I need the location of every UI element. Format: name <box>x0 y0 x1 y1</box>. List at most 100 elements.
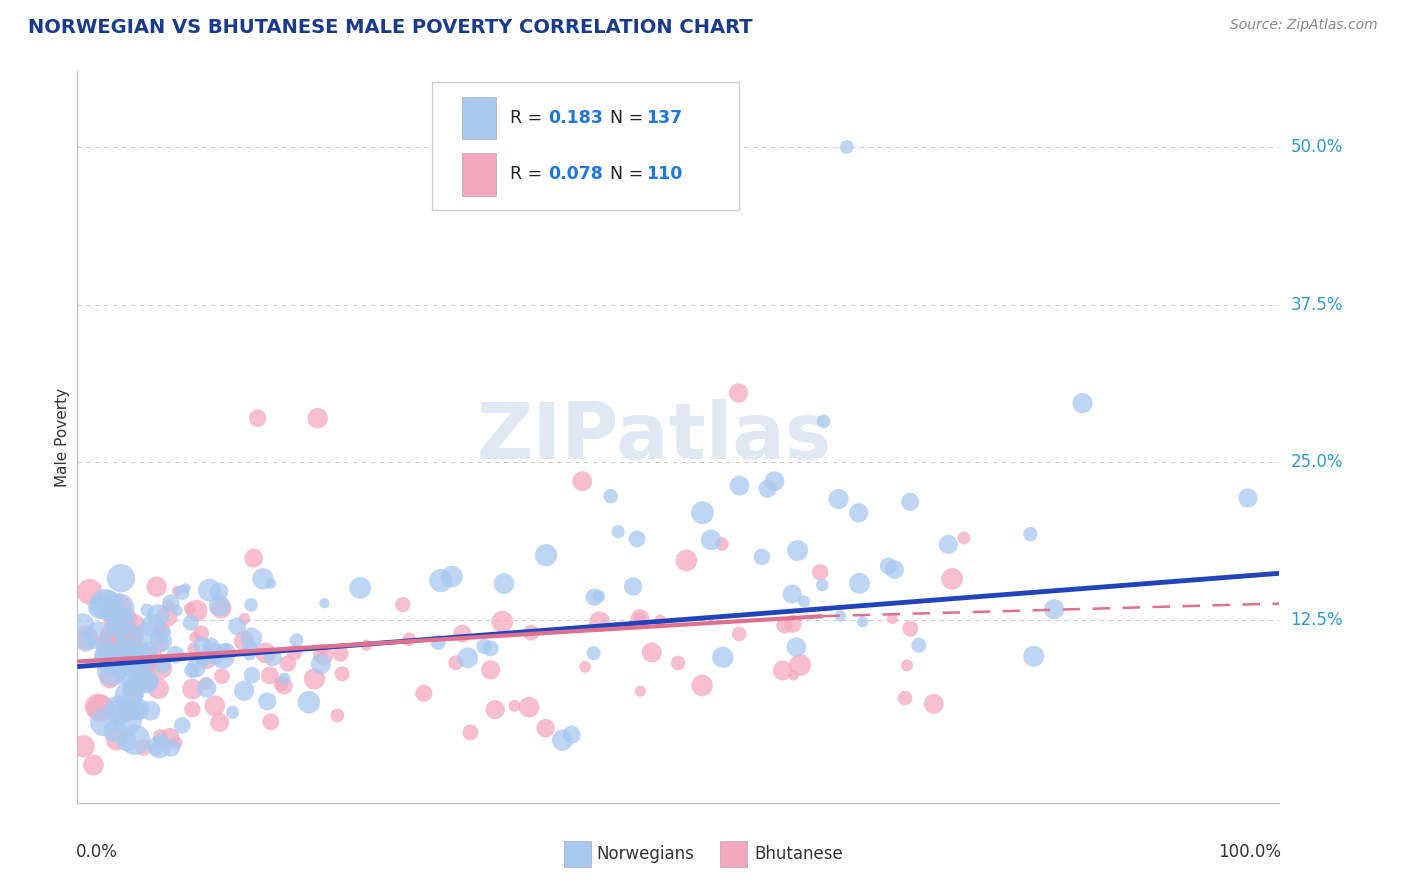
Point <box>215 644 238 658</box>
Point <box>479 641 502 656</box>
Point <box>122 651 145 665</box>
Bar <box>463 153 496 195</box>
Point <box>628 684 651 698</box>
Point <box>165 736 187 750</box>
Point <box>262 650 284 665</box>
Point <box>534 548 557 562</box>
Point <box>209 601 232 615</box>
Point <box>283 646 305 660</box>
Point <box>166 584 188 599</box>
Point <box>898 622 921 636</box>
Point <box>150 624 173 639</box>
Point <box>120 629 142 643</box>
Point <box>330 666 353 681</box>
Point <box>503 698 526 713</box>
Y-axis label: Male Poverty: Male Poverty <box>55 387 70 487</box>
FancyBboxPatch shape <box>432 82 738 211</box>
Point <box>492 576 515 591</box>
Point <box>254 646 277 660</box>
Point <box>149 637 172 651</box>
Bar <box>720 841 747 867</box>
Point <box>233 612 256 626</box>
Point <box>112 643 135 657</box>
Point <box>160 740 183 755</box>
Point <box>763 474 786 488</box>
Point <box>936 537 959 551</box>
Point <box>150 634 173 648</box>
Point <box>186 604 208 618</box>
Point <box>138 673 160 688</box>
Point <box>571 474 593 488</box>
Point <box>190 653 212 667</box>
Point <box>103 611 125 625</box>
Point <box>195 681 218 695</box>
Text: 12.5%: 12.5% <box>1291 611 1343 629</box>
Point <box>157 599 180 613</box>
Text: N =: N = <box>610 109 648 128</box>
Point <box>772 664 794 678</box>
Point <box>195 652 218 666</box>
Point <box>108 704 131 718</box>
Point <box>785 640 807 655</box>
Point <box>93 715 115 730</box>
Point <box>314 596 336 610</box>
Point <box>451 626 474 640</box>
Point <box>221 706 243 720</box>
Point <box>118 689 141 703</box>
Point <box>780 587 803 601</box>
Point <box>941 572 963 586</box>
Point <box>148 681 170 696</box>
Point <box>204 698 226 713</box>
Point <box>270 677 292 691</box>
Point <box>124 732 146 747</box>
Point <box>273 679 295 693</box>
Point <box>491 615 513 629</box>
Point <box>183 641 205 656</box>
Point <box>607 524 630 539</box>
Point <box>122 684 145 698</box>
Point <box>159 731 181 745</box>
Point <box>242 551 264 566</box>
Point <box>326 708 349 723</box>
Point <box>479 663 502 677</box>
Point <box>135 603 157 617</box>
Point <box>87 699 110 714</box>
Point <box>628 611 651 625</box>
Point <box>150 661 173 675</box>
Point <box>143 648 166 662</box>
Point <box>107 599 129 614</box>
Point <box>127 679 149 693</box>
Point <box>789 657 811 672</box>
Point <box>148 739 170 754</box>
Point <box>307 411 329 425</box>
Point <box>626 532 648 546</box>
Point <box>830 608 852 623</box>
Point <box>115 734 138 748</box>
Point <box>198 583 221 598</box>
Text: R =: R = <box>510 166 548 184</box>
Point <box>427 635 450 649</box>
Point <box>180 664 202 678</box>
Point <box>108 601 131 615</box>
Point <box>356 638 378 652</box>
Text: N =: N = <box>610 166 648 184</box>
Point <box>72 739 94 754</box>
Point <box>212 650 235 665</box>
Point <box>184 630 207 644</box>
Point <box>181 681 204 696</box>
Point <box>97 639 120 653</box>
Point <box>711 650 734 665</box>
Point <box>191 639 214 653</box>
Point <box>87 628 110 642</box>
Text: NORWEGIAN VS BHUTANESE MALE POVERTY CORRELATION CHART: NORWEGIAN VS BHUTANESE MALE POVERTY CORR… <box>28 18 752 37</box>
Point <box>728 478 751 492</box>
Point <box>180 615 202 630</box>
Point <box>239 598 262 612</box>
Point <box>583 590 606 604</box>
Point <box>848 506 870 520</box>
Text: 50.0%: 50.0% <box>1291 138 1343 156</box>
Text: ZIPatlas: ZIPatlas <box>477 399 832 475</box>
Point <box>309 657 332 672</box>
Point <box>398 632 420 647</box>
Point <box>150 657 173 672</box>
